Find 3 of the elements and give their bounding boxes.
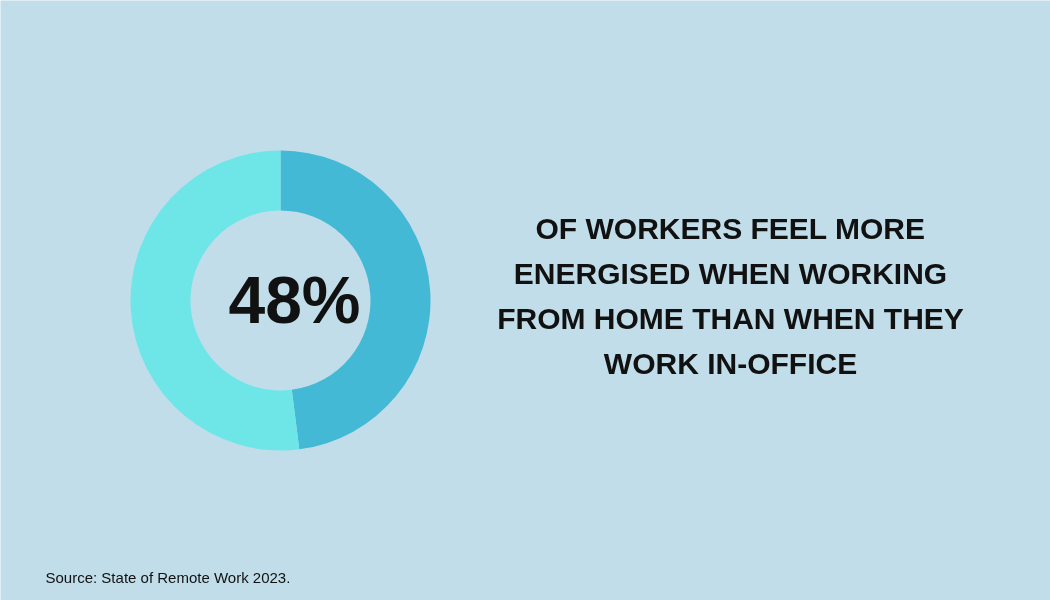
data-label: 48% [228,262,361,337]
text: OF WORKERS FEEL MORE ENERGISED WHEN WORKING FROM HOME THAN WHEN THEY WORK IN-OFFICE [497,212,964,380]
source-note: Source: State of Remote Work 2023. [45,569,291,586]
